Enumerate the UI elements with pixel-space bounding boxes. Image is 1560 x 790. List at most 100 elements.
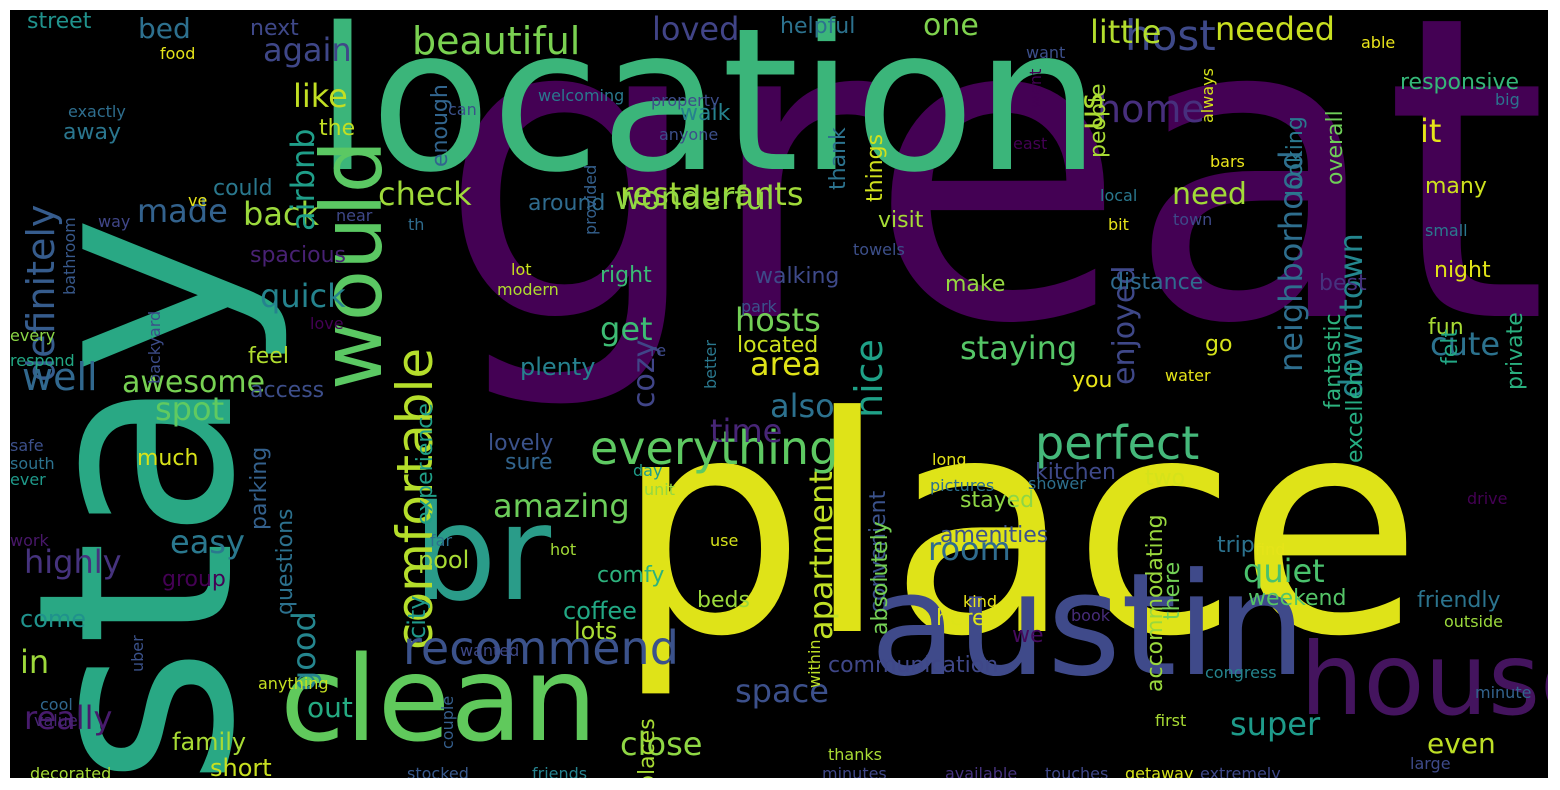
- cloud-word-town: town: [1173, 210, 1213, 229]
- cloud-word-looking: looking: [1283, 116, 1308, 196]
- cloud-word-made: made: [137, 192, 228, 230]
- cloud-word-stayed: stayed: [960, 488, 1035, 513]
- cloud-word-minute: minute: [1475, 683, 1532, 702]
- cloud-word-far: far: [430, 531, 453, 550]
- cloud-word-clean: clean: [280, 630, 598, 768]
- cloud-word-many: many: [1425, 174, 1487, 199]
- cloud-word-home: home: [1097, 87, 1205, 131]
- cloud-word-highly: highly: [24, 543, 122, 581]
- cloud-word-better: better: [701, 340, 720, 389]
- cloud-word-even: even: [1427, 727, 1496, 760]
- cloud-word-cute: cute: [1430, 325, 1501, 363]
- cloud-word-ever: ever: [10, 470, 46, 489]
- cloud-word-again: again: [263, 31, 352, 69]
- cloud-word-private: private: [1503, 312, 1528, 390]
- cloud-word-went: went: [1026, 68, 1045, 108]
- cloud-word-apartment: apartment: [802, 471, 840, 640]
- cloud-word-kind: kind: [963, 592, 998, 611]
- cloud-word-go: go: [1205, 332, 1233, 357]
- cloud-word-little: little: [1090, 13, 1162, 51]
- cloud-word-places: places: [635, 718, 660, 778]
- cloud-word-quick: quick: [260, 277, 346, 315]
- cloud-word-family: family: [172, 728, 247, 756]
- cloud-word-minutes: minutes: [822, 764, 887, 779]
- cloud-word-congress: congress: [1205, 663, 1277, 682]
- cloud-word-uber: uber: [128, 635, 147, 672]
- cloud-word-communication: communication: [828, 653, 999, 678]
- cloud-word-room: room: [928, 530, 1011, 568]
- cloud-word-large: large: [1410, 754, 1451, 773]
- cloud-word-work: work: [10, 531, 49, 550]
- cloud-word-exactly: exactly: [68, 102, 126, 121]
- cloud-word-beds: beds: [697, 588, 750, 613]
- cloud-word-here: here: [936, 606, 986, 631]
- cloud-word-best: best: [1319, 271, 1367, 296]
- cloud-word-thank: thank: [826, 127, 851, 190]
- cloud-word-place: place: [615, 353, 1423, 702]
- cloud-word-austin: austin: [870, 543, 1307, 708]
- cloud-word-fantastic: fantastic: [1321, 313, 1346, 409]
- cloud-word-long: long: [932, 450, 967, 469]
- cloud-word-lots: lots: [574, 617, 618, 645]
- cloud-word-anything: anything: [258, 674, 329, 693]
- cloud-word-unit: unit: [644, 480, 675, 499]
- cloud-word-also: also: [770, 387, 835, 425]
- cloud-word-come: come: [20, 605, 87, 633]
- cloud-word-weekend: weekend: [1248, 586, 1347, 611]
- cloud-word-next: next: [250, 16, 299, 41]
- cloud-word-parking: parking: [247, 446, 272, 530]
- cloud-word-love: love: [310, 314, 344, 333]
- cloud-word-house: house: [1300, 621, 1548, 738]
- cloud-word-well: well: [22, 355, 98, 399]
- cloud-word-absolutely: absolutely: [868, 521, 893, 635]
- cloud-word-in: in: [20, 643, 50, 681]
- cloud-word-available: available: [945, 764, 1018, 779]
- cloud-word-amenities: amenities: [940, 523, 1049, 548]
- cloud-word-anyone: anyone: [659, 125, 719, 144]
- cloud-word-awesome: awesome: [122, 365, 266, 400]
- cloud-word-great: great: [438, 10, 1548, 416]
- cloud-word-find: find: [1255, 540, 1286, 559]
- cloud-word-walk: walk: [680, 101, 731, 126]
- cloud-word-check: check: [378, 175, 472, 213]
- cloud-word-big: big: [1495, 90, 1520, 109]
- cloud-word-you: you: [1072, 368, 1113, 393]
- cloud-word-street: street: [27, 10, 92, 34]
- cloud-word-shower: shower: [1028, 474, 1086, 493]
- cloud-word-one: one: [923, 10, 979, 43]
- cloud-word-able: able: [1361, 33, 1396, 52]
- cloud-word-east: east: [1013, 134, 1048, 153]
- cloud-word-airbnb: airbnb: [284, 128, 322, 231]
- cloud-word-wanted: wanted: [460, 641, 520, 660]
- cloud-word-friendly: friendly: [1417, 588, 1501, 613]
- cloud-word-like: like: [293, 77, 348, 115]
- cloud-word-spacious: spacious: [250, 243, 346, 268]
- cloud-word-located: located: [737, 333, 819, 358]
- cloud-word-outside: outside: [1444, 612, 1503, 631]
- cloud-word-use: use: [710, 531, 739, 550]
- cloud-word-re: re: [650, 341, 667, 360]
- cloud-word-beautiful: beautiful: [412, 19, 581, 63]
- cloud-word-fun: fun: [1428, 315, 1464, 340]
- cloud-word-comfy: comfy: [597, 563, 665, 588]
- cloud-word-loved: loved: [652, 10, 740, 48]
- cloud-word-nice: nice: [847, 339, 891, 418]
- cloud-word-respond: respond: [10, 351, 75, 370]
- cloud-word-bathroom: bathroom: [60, 217, 79, 295]
- cloud-word-enough: enough: [428, 84, 453, 167]
- cloud-word-access: access: [250, 378, 325, 403]
- cloud-word-around: around: [528, 191, 606, 216]
- cloud-word-get: get: [600, 310, 653, 348]
- cloud-word-need: need: [1172, 177, 1247, 212]
- cloud-word-easy: easy: [170, 523, 245, 561]
- cloud-word-visit: visit: [878, 208, 924, 233]
- cloud-word-out: out: [307, 691, 353, 724]
- cloud-word-excellent: excellent: [1343, 363, 1368, 463]
- cloud-word-south: south: [10, 454, 55, 473]
- cloud-word-things: things: [863, 133, 888, 202]
- cloud-word-short: short: [210, 754, 272, 778]
- cloud-word-welcoming: welcoming: [538, 86, 625, 105]
- cloud-word-right: right: [600, 263, 652, 288]
- cloud-word-drive: drive: [1467, 489, 1508, 508]
- cloud-word-bars: bars: [1210, 152, 1245, 171]
